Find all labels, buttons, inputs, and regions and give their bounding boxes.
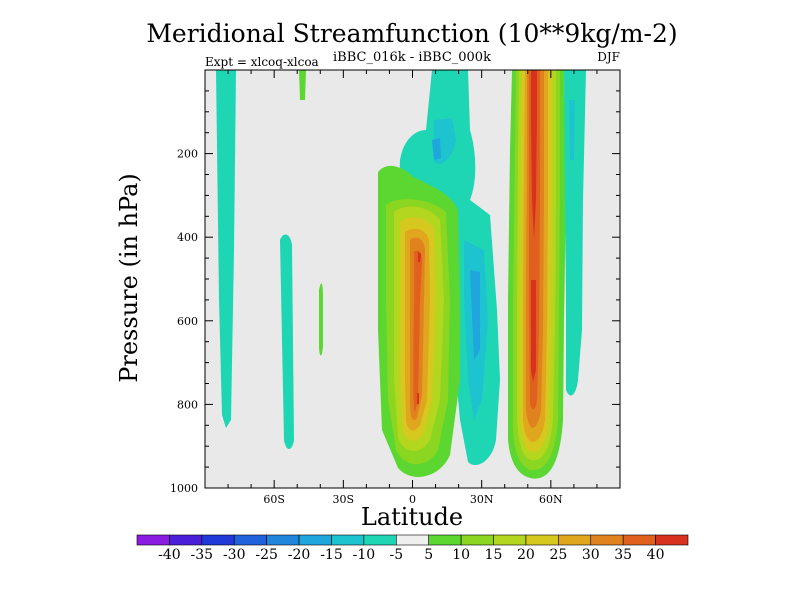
x-tick-label: 60S (263, 493, 285, 506)
contour-fills (216, 70, 586, 479)
negative-band-85s (216, 70, 236, 428)
y-axis-ticks: 200 400 600 800 1000 (170, 90, 620, 495)
y-tick-label: 200 (177, 148, 198, 161)
chart-title: Meridional Streamfunction (10**9kg/m-2) (146, 19, 677, 48)
colorbar-label: -25 (255, 547, 278, 563)
x-tick-label: 30S (333, 493, 355, 506)
positive-blip-40s (319, 283, 323, 356)
colorbar-label: 20 (517, 547, 535, 563)
colorbar-swatch (233, 534, 267, 546)
colorbar-label: 5 (424, 547, 433, 563)
equator-cell-peak-low (417, 393, 419, 404)
negative-band-20n-core-lower (470, 270, 480, 360)
colorbar-swatch (136, 534, 170, 546)
chart-subtitle: iBBC_016k - iBBC_000k (333, 50, 491, 65)
colorbar-swatch (331, 534, 365, 546)
colorbar-swatch (493, 534, 527, 546)
negative-band-75n-core (569, 100, 575, 160)
colorbar-label: 35 (614, 547, 632, 563)
colorbar-label: 40 (647, 547, 665, 563)
colorbar-swatch (525, 534, 559, 546)
positive-blip-45s (299, 70, 306, 100)
season-label: DJF (597, 50, 620, 64)
colorbar-swatch (558, 534, 592, 546)
x-tick-label: 60N (539, 493, 563, 506)
y-tick-label: 1000 (170, 482, 198, 495)
colorbar-label: -35 (191, 547, 214, 563)
colorbar-swatch (266, 534, 300, 546)
nh-streamer-peak-low (531, 280, 536, 382)
colorbar-label: -40 (158, 547, 181, 563)
colorbar-swatch (655, 534, 689, 546)
negative-band-55s (280, 234, 294, 449)
y-tick-label: 400 (177, 231, 198, 244)
y-axis-label: Pressure (in hPa) (115, 173, 143, 383)
x-tick-label: 0 (409, 493, 416, 506)
x-axis-ticks: 60S 30S 0 30N 60N (227, 70, 598, 506)
colorbar-label: 15 (485, 547, 503, 563)
colorbar-swatch (298, 534, 332, 546)
colorbar-label: 10 (452, 547, 470, 563)
colorbar-swatch (395, 534, 430, 546)
colorbar-label: 30 (582, 547, 600, 563)
colorbar-label: 25 (549, 547, 567, 563)
colorbar-label: -5 (389, 547, 403, 563)
negative-band-75n (564, 70, 586, 396)
y-tick-label: 800 (177, 398, 198, 411)
colorbar-swatch (590, 534, 624, 546)
colorbar-label: -30 (223, 547, 246, 563)
colorbar-swatch (169, 534, 203, 546)
colorbar-swatch (622, 534, 656, 546)
colorbar-label: -10 (353, 547, 376, 563)
colorbar: -40 -35 -30 -25 -20 -15 -10 -5 5 10 15 20 25 30 35 40 (136, 534, 689, 563)
experiment-label: Expt = xlcoq-xlcoa (205, 55, 319, 69)
colorbar-label: -15 (320, 547, 343, 563)
colorbar-swatch (201, 534, 235, 546)
equator-cell-peak (418, 252, 421, 262)
x-tick-label: 30N (470, 493, 494, 506)
colorbar-swatch (363, 534, 397, 546)
y-tick-label: 600 (177, 315, 198, 328)
colorbar-swatch (428, 534, 462, 546)
colorbar-swatch (460, 534, 494, 546)
x-axis-label: Latitude (361, 503, 463, 531)
colorbar-label: -20 (288, 547, 311, 563)
nh-streamer-peak (531, 70, 537, 240)
equator-cell-40 (413, 250, 422, 412)
negative-band-20n-core (432, 138, 441, 160)
